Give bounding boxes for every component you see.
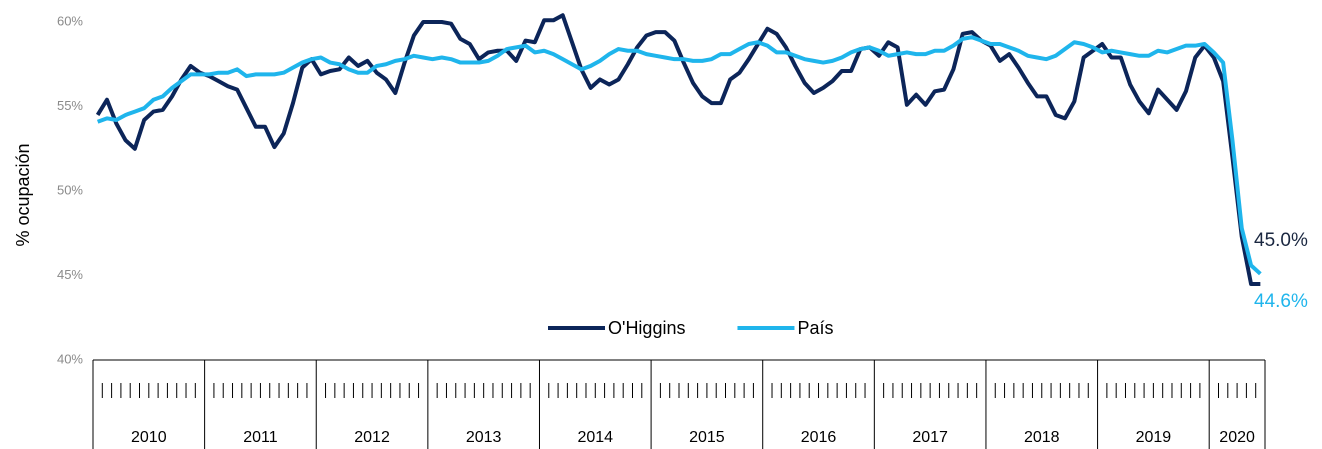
legend-label: País [797,318,833,338]
year-label: 2020 [1219,429,1255,446]
year-label: 2014 [577,429,613,446]
series-line [95,13,1261,286]
year-label: 2017 [912,429,948,446]
y-tick-label: 50% [57,182,83,197]
year-label: 2013 [466,429,502,446]
y-tick-label: 45% [57,267,83,282]
year-label: 2016 [801,429,837,446]
series-line [96,35,1262,276]
year-label: 2019 [1136,429,1172,446]
y-tick-label: 55% [57,98,83,113]
y-tick-label: 60% [57,13,83,28]
annotation: 44.6% [1254,291,1308,312]
year-label: 2015 [689,429,725,446]
year-label: 2011 [243,429,278,446]
legend-label: O'Higgins [608,318,685,338]
year-label: 2012 [354,429,390,446]
y-axis-title: % ocupación [13,143,33,246]
year-label: 2018 [1024,429,1060,446]
year-label: 2010 [131,429,167,446]
y-tick-label: 40% [57,351,83,366]
annotation: 45.0% [1254,230,1308,251]
